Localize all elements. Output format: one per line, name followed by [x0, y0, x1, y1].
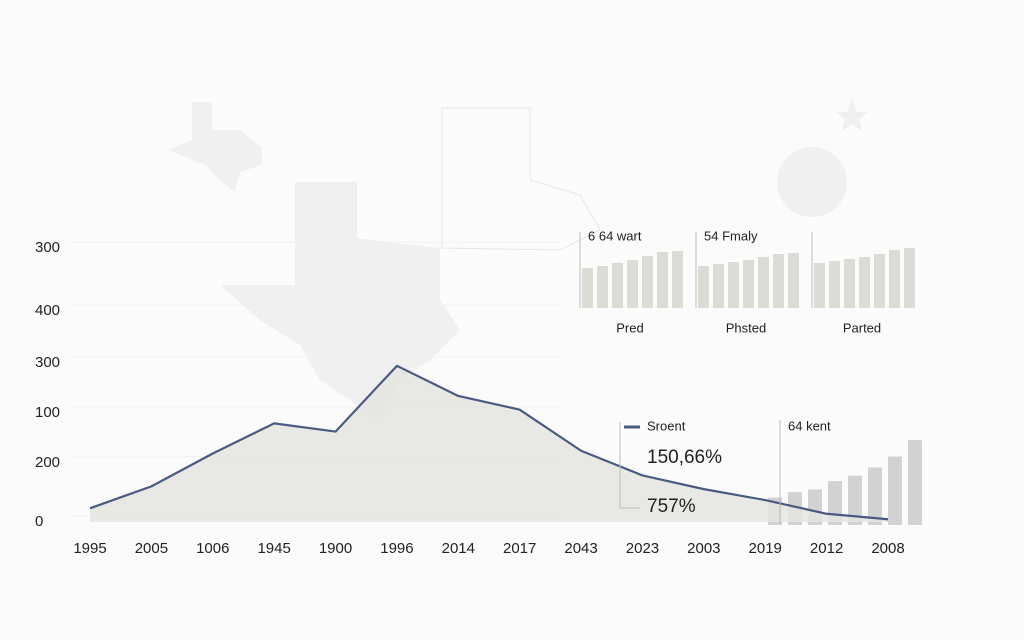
- panel-label: Pred: [616, 320, 643, 335]
- x-tick-label: 1900: [319, 540, 352, 557]
- panel-label: Phsted: [726, 320, 766, 335]
- x-tick-label: 2019: [749, 540, 782, 557]
- panel-bar: [582, 268, 593, 308]
- panel-bar: [698, 266, 709, 308]
- panel-bar: [904, 248, 915, 308]
- panel-bar: [743, 260, 754, 308]
- panel-bar: [773, 254, 784, 308]
- panel-bar: [597, 266, 608, 308]
- panel-bar: [728, 262, 739, 308]
- background-map: [168, 98, 868, 425]
- inset-bar: [888, 456, 902, 525]
- x-tick-label: 2014: [442, 540, 475, 557]
- y-tick-label: 300: [35, 354, 60, 371]
- x-tick-label: 1006: [196, 540, 229, 557]
- x-tick-label: 2012: [810, 540, 843, 557]
- panel-title: 54 Fmaly: [704, 228, 758, 243]
- panel-bar: [844, 259, 855, 308]
- inset-title: 64 kent: [788, 418, 831, 433]
- panel-bar: [657, 252, 668, 308]
- annotation: 150,66%: [647, 447, 722, 468]
- x-tick-label: 2005: [135, 540, 168, 557]
- y-tick-label: 300: [35, 239, 60, 256]
- x-tick-label: 2023: [626, 540, 659, 557]
- inset-bar: [868, 467, 882, 525]
- x-tick-label: 1996: [380, 540, 413, 557]
- panel-bar: [829, 261, 840, 308]
- y-tick-label: 100: [35, 404, 60, 421]
- panel-bar: [758, 257, 769, 308]
- panel-bar: [627, 260, 638, 308]
- inset-bar: [848, 475, 862, 525]
- panel-bar: [713, 264, 724, 308]
- panel-bar: [874, 254, 885, 308]
- x-tick-label: 2017: [503, 540, 536, 557]
- inset-bar: [908, 440, 922, 525]
- annotation: 757%: [647, 496, 696, 517]
- x-tick-label: 1945: [257, 540, 290, 557]
- area-fill: [90, 365, 888, 522]
- area-line: [89, 364, 889, 521]
- panel-label: Parted: [843, 320, 881, 335]
- panel-bar: [814, 263, 825, 308]
- legend: Sroent 150,66% 757% 64 kent: [619, 418, 831, 525]
- panel-bar: [788, 253, 799, 308]
- y-tick-label: 0: [35, 513, 43, 530]
- x-tick-label: 1995: [73, 540, 106, 557]
- panel-bar: [642, 256, 653, 308]
- y-tick-label: 200: [35, 454, 60, 471]
- panel-bar: [612, 263, 623, 308]
- panel-bar: [859, 257, 870, 308]
- panel-bar: [889, 250, 900, 308]
- y-tick-label: 400: [35, 302, 60, 319]
- x-tick-label: 2008: [871, 540, 904, 557]
- legend-label: Sroent: [647, 418, 686, 433]
- x-tick-label: 2043: [564, 540, 597, 557]
- panel-bar: [672, 251, 683, 308]
- x-tick-label: 2003: [687, 540, 720, 557]
- panel-title: 6 64 wart: [588, 228, 642, 243]
